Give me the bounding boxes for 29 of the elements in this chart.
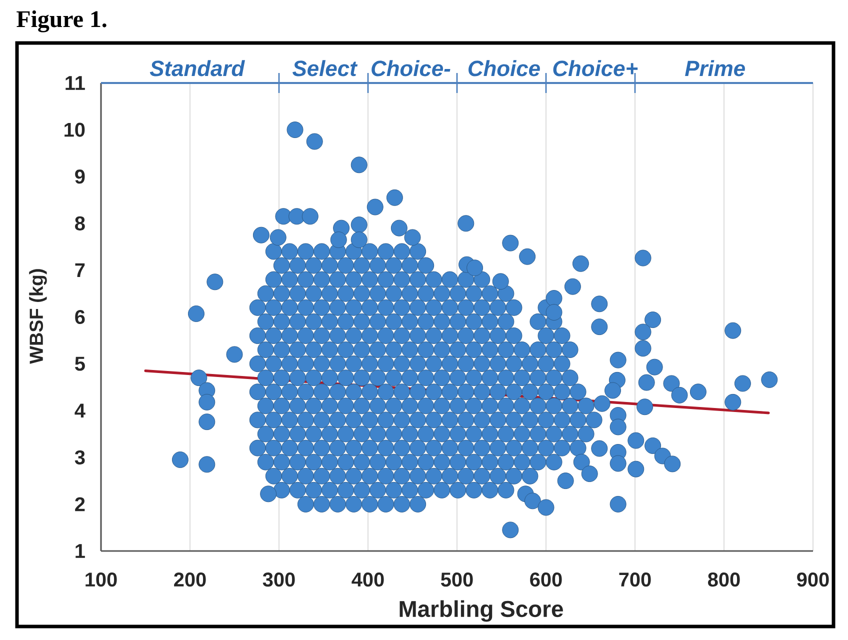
chart-title: Figure 1. bbox=[16, 10, 106, 32]
y-tick-label: 6 bbox=[75, 310, 85, 324]
text: Choice bbox=[468, 60, 540, 76]
x-tick-label: 300 bbox=[262, 572, 295, 587]
x-tick-label: 400 bbox=[352, 572, 384, 587]
y-tick-label: 10 bbox=[64, 122, 85, 137]
x-tick-label: 100 bbox=[86, 572, 117, 587]
x-tick-label: 900 bbox=[797, 572, 829, 587]
text: Choice+ bbox=[553, 60, 638, 76]
y-tick-label: 8 bbox=[75, 216, 85, 230]
x-tick-label: 700 bbox=[619, 572, 651, 587]
y-tick-label: 5 bbox=[75, 356, 85, 371]
x-tick-label: 500 bbox=[440, 572, 473, 587]
text: Prime bbox=[685, 60, 745, 76]
x-axis-title: Marbling Score bbox=[400, 600, 563, 622]
y-tick-label: 11 bbox=[66, 76, 85, 90]
text: Choice- bbox=[372, 60, 450, 76]
x-tick-label: 600 bbox=[530, 572, 562, 587]
text: Standard bbox=[150, 60, 245, 76]
y-tick-label: 9 bbox=[75, 170, 85, 184]
y-axis-title: WBSF (kg) bbox=[29, 269, 47, 364]
x-tick-label: 800 bbox=[708, 572, 740, 587]
y-tick-label: 7 bbox=[75, 263, 85, 278]
y-tick-label: 4 bbox=[74, 404, 86, 418]
text: Select bbox=[292, 60, 358, 76]
y-tick-label: 2 bbox=[75, 497, 85, 512]
y-tick-label: 3 bbox=[74, 450, 85, 464]
y-tick-label: 1 bbox=[76, 544, 85, 558]
x-tick-label: 200 bbox=[174, 572, 206, 587]
